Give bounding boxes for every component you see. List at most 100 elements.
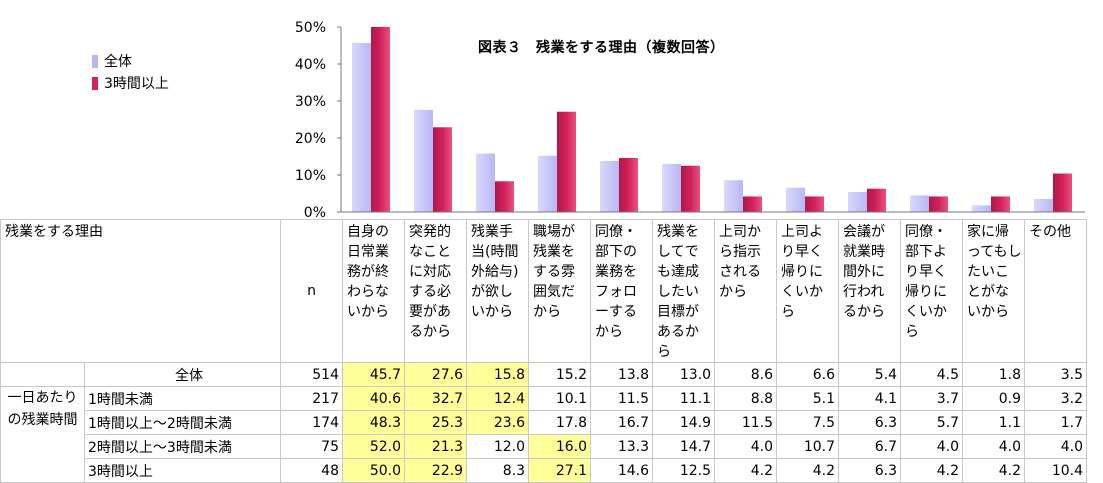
bar-3h-5 [681, 165, 700, 212]
table-row: 一日あたりの残業時間 1時間未満 217 40.6 32.7 12.4 10.1 11.5 11… [0, 386, 1087, 483]
table-cell: 22.9 [404, 458, 467, 483]
row-label: 1時間未満 [84, 386, 281, 411]
bar-all-2 [476, 153, 495, 212]
n-label: n [307, 283, 316, 299]
y-tick-label: 20% [295, 131, 326, 147]
bar-3h-7 [805, 196, 824, 212]
table-cell: 4.1 [838, 386, 901, 411]
corner-label-text: 残業をする理由 [5, 224, 103, 240]
table-cell: 1.1 [962, 410, 1025, 435]
table-cell: 11.5 [714, 410, 777, 435]
n-header: n [280, 219, 343, 363]
group-label: 一日あたりの残業時間 [7, 390, 78, 428]
table-cell: 27.6 [404, 362, 467, 387]
bar-all-0 [352, 42, 371, 212]
table-cell: 5.7 [900, 410, 963, 435]
data-table: 残業をする理由 n 自身の日常業務が終わらないから 突発的なことに対応する必要があるか… [0, 219, 1087, 483]
table-cell: 4.2 [714, 458, 777, 483]
table-cell: 3.2 [1024, 386, 1087, 411]
bar-all-4 [600, 160, 619, 212]
table-cell: 4.2 [776, 458, 839, 483]
group-label-cell: 一日あたりの残業時間 [0, 386, 85, 483]
table-cell: 5.1 [776, 386, 839, 411]
column-header-text: 同僚・部下より早く帰りにくいから [905, 224, 947, 340]
column-header-text: その他 [1029, 224, 1071, 240]
column-header: 会議が就業時間外に行われるから [838, 219, 901, 363]
table-cell: 3.5 [1024, 362, 1087, 387]
table-cell: 10.7 [776, 434, 839, 459]
table-cell: 10.4 [1024, 458, 1087, 483]
y-tick-label: 40% [295, 57, 326, 73]
bar-3h-1 [433, 127, 452, 212]
table-cell: 52.0 [342, 434, 405, 459]
legend-label-all: 全体 [104, 54, 132, 70]
column-header: 残業手当(時間外給与)が欲しいから [466, 219, 529, 363]
bar-all-7 [786, 187, 805, 212]
table-row: 1時間以上～2時間未満 174 48.3 25.3 23.6 17.8 16.7 14.9 11… [1, 410, 1087, 435]
bar-3h-6 [743, 196, 762, 212]
table-cell: 4.2 [900, 458, 963, 483]
legend-swatch-all [92, 54, 98, 68]
table-cell: 14.6 [590, 458, 653, 483]
table-cell: 8.6 [714, 362, 777, 387]
table-row: 3時間以上 48 50.0 22.9 8.3 27.1 14.6 12.5 4.2 4.2 6.3 4… [1, 458, 1087, 483]
column-header-text: 自身の日常業務が終わらないから [347, 224, 389, 320]
row-n: 514 [280, 362, 343, 387]
column-header: 自身の日常業務が終わらないから [342, 219, 405, 363]
table-cell: 13.3 [590, 434, 653, 459]
table-row: 全体 514 45.7 27.6 15.8 15.2 13.8 13.0 8.6 6.6 5.4 4.… [0, 362, 1087, 387]
bar-3h-8 [867, 188, 886, 212]
table-cell: 4.0 [900, 434, 963, 459]
bar-all-10 [972, 205, 991, 212]
bar-all-9 [910, 195, 929, 212]
table-cell: 4.0 [714, 434, 777, 459]
table-cell: 40.6 [342, 386, 405, 411]
column-header: 職場が残業をする雰囲気だから [528, 219, 591, 363]
column-header-text: 会議が就業時間外に行われるから [843, 224, 885, 320]
row-label: 1時間以上～2時間未満 [84, 410, 281, 435]
column-header: 上司より早く帰りにくいから [776, 219, 839, 363]
table-cell: 6.3 [838, 410, 901, 435]
table-cell: 15.8 [466, 362, 529, 387]
table-cell: 32.7 [404, 386, 467, 411]
table-cell: 6.7 [838, 434, 901, 459]
bar-chart: 0% 10% 20% 30% 40% 50% [295, 20, 1085, 219]
table-cell: 17.8 [528, 410, 591, 435]
column-header-text: 家に帰ってもしたいことがないから [967, 224, 1022, 320]
table-cell: 23.6 [466, 410, 529, 435]
table-cell: 3.7 [900, 386, 963, 411]
table-cell: 4.2 [962, 458, 1025, 483]
bar-3h-0 [371, 27, 390, 212]
table-cell: 25.3 [404, 410, 467, 435]
row-n: 48 [280, 458, 343, 483]
column-header-text: 上司より早く帰りにくいから [781, 224, 823, 320]
bar-3h-11 [1053, 173, 1072, 212]
row-n: 217 [280, 386, 343, 411]
bar-all-11 [1034, 199, 1053, 212]
table-cell: 1.8 [962, 362, 1025, 387]
column-header: 残業をしてでも達成したい目標があるから [652, 219, 715, 363]
table-cell: 6.3 [838, 458, 901, 483]
column-header: 家に帰ってもしたいことがないから [962, 219, 1025, 363]
legend-item-all: 全体 [92, 50, 169, 72]
column-header-text: 残業をしてでも達成したい目標があるから [657, 224, 699, 360]
bar-all-8 [848, 192, 867, 212]
row-n: 75 [280, 434, 343, 459]
row-label: 2時間以上～3時間未満 [84, 434, 281, 459]
table-cell: 14.9 [652, 410, 715, 435]
y-tick-label: 50% [295, 20, 326, 36]
table-cell: 0.9 [962, 386, 1025, 411]
table-cell: 8.3 [466, 458, 529, 483]
table-cell: 7.5 [776, 410, 839, 435]
column-header-text: 同僚・部下の業務をフォローするから [595, 224, 637, 340]
table-header-row: 残業をする理由 n 自身の日常業務が終わらないから 突発的なことに対応する必要があるか… [0, 219, 1087, 363]
table-cell: 4.5 [900, 362, 963, 387]
bar-all-1 [414, 109, 433, 212]
column-header: その他 [1024, 219, 1087, 363]
bar-3h-4 [619, 157, 638, 212]
chart-title: 図表３ 残業をする理由（複数回答） [478, 40, 725, 56]
column-header: 突発的なことに対応する必要があるから [404, 219, 467, 363]
table-cell: 11.5 [590, 386, 653, 411]
legend-item-3h: 3時間以上 [92, 72, 169, 94]
table-cell: 12.4 [466, 386, 529, 411]
